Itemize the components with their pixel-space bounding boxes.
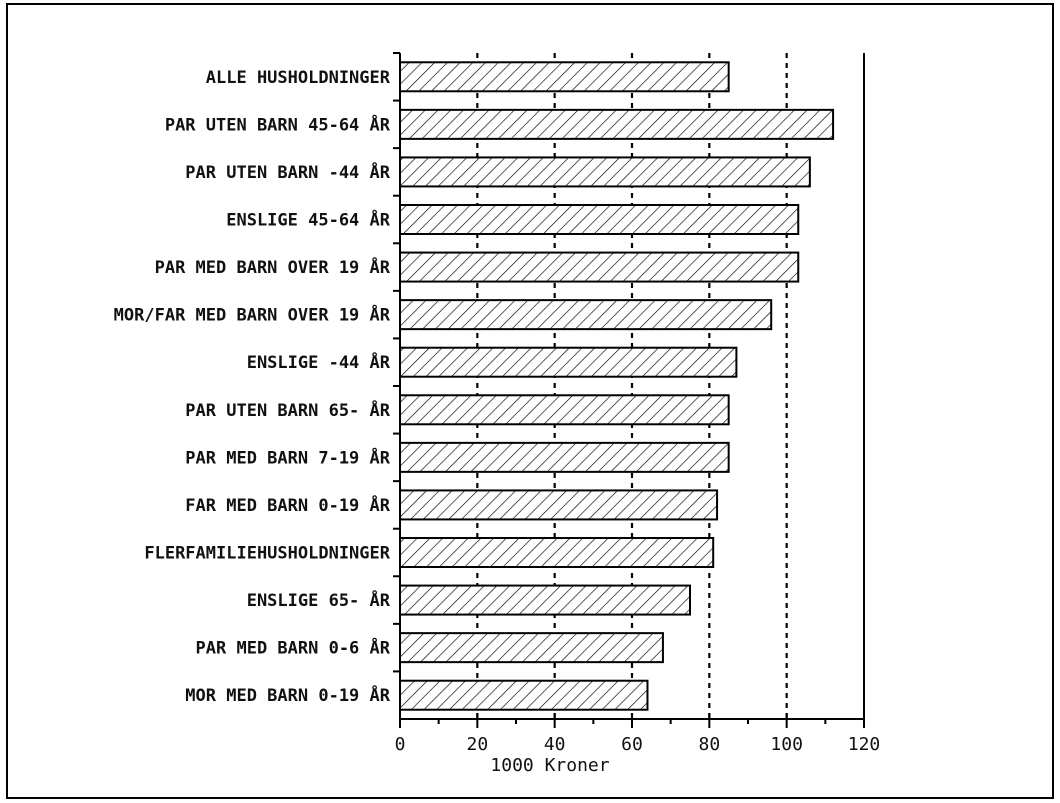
- bars: [399, 61, 835, 711]
- bar: [399, 61, 730, 93]
- category-label: PAR UTEN BARN 45-64 ÅR: [165, 112, 391, 135]
- x-tick-label: 80: [698, 734, 720, 755]
- category-label: PAR UTEN BARN 65- ÅR: [185, 398, 390, 421]
- chart-frame: ALLE HUSHOLDNINGER PAR UTEN BARN 45-64 ÅR…: [6, 3, 1054, 799]
- category-label: PAR MED BARN OVER 19 ÅR: [155, 255, 391, 278]
- category-label: ENSLIGE -44 ÅR: [247, 350, 391, 373]
- category-label: MOR/FAR MED BARN OVER 19 ÅR: [114, 303, 391, 326]
- category-label: PAR UTEN BARN -44 ÅR: [185, 160, 390, 183]
- x-tick-label: 40: [544, 734, 566, 755]
- category-label: ENSLIGE 45-64 ÅR: [226, 208, 391, 231]
- category-label: MOR MED BARN 0-19 ÅR: [185, 683, 390, 706]
- x-tick-labels: 0 20 40 60 80 100 120: [395, 734, 881, 755]
- bar: [399, 632, 664, 664]
- category-label: FAR MED BARN 0-19 ÅR: [185, 493, 390, 516]
- bar: [399, 441, 730, 473]
- category-label: ALLE HUSHOLDNINGER: [206, 68, 391, 88]
- category-label: FLERFAMILIEHUSHOLDNINGER: [144, 544, 390, 564]
- category-label: PAR MED BARN 7-19 ÅR: [185, 445, 390, 468]
- bar: [399, 584, 691, 616]
- gridlines: [476, 53, 788, 719]
- bar: [399, 346, 738, 378]
- bar: [399, 489, 719, 521]
- category-label: PAR MED BARN 0-6 ÅR: [196, 636, 391, 659]
- bar: [399, 251, 800, 283]
- x-tick-label: 100: [770, 734, 803, 755]
- axes: [393, 52, 865, 728]
- bar: [399, 679, 649, 711]
- bar: [399, 156, 811, 188]
- bar-chart: ALLE HUSHOLDNINGER PAR UTEN BARN 45-64 ÅR…: [114, 52, 881, 776]
- bar: [399, 299, 773, 331]
- x-tick-label: 0: [395, 734, 406, 755]
- bar: [399, 204, 800, 235]
- category-labels: ALLE HUSHOLDNINGER PAR UTEN BARN 45-64 ÅR…: [114, 68, 391, 706]
- bar: [399, 537, 715, 568]
- bar: [399, 108, 835, 140]
- bar: [399, 394, 730, 426]
- x-tick-label: 60: [621, 734, 643, 755]
- category-label: ENSLIGE 65- ÅR: [247, 588, 391, 611]
- x-axis-title: 1000 Kroner: [490, 755, 609, 776]
- x-tick-label: 20: [466, 734, 488, 755]
- x-tick-label: 120: [848, 734, 881, 755]
